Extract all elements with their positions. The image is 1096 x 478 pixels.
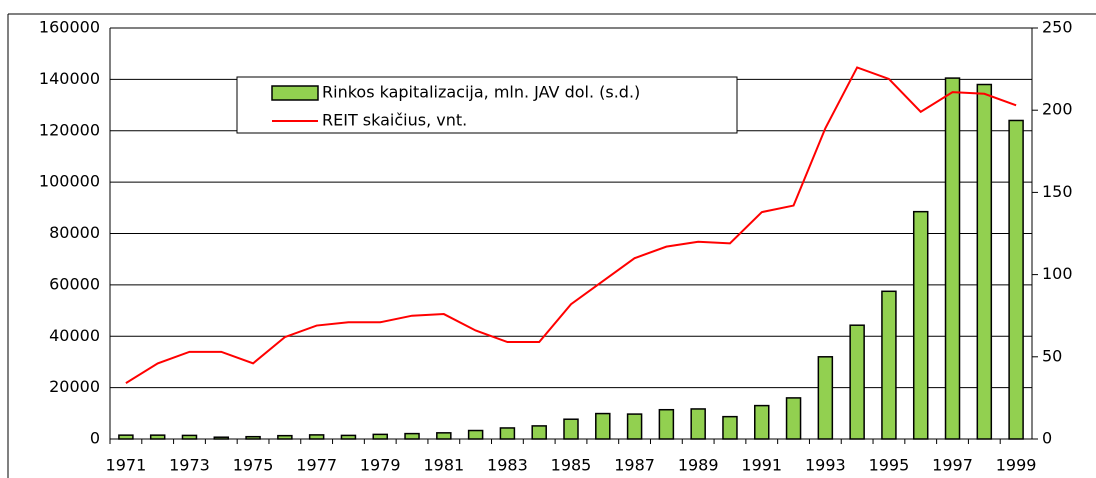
y-tick-label: 140000 xyxy=(39,69,100,88)
bar xyxy=(944,77,961,440)
bar xyxy=(340,434,357,440)
bar xyxy=(881,290,897,440)
bar xyxy=(149,434,166,440)
x-tick-label: 1997 xyxy=(932,456,973,475)
y-tick-label: 40000 xyxy=(49,326,100,345)
x-tick-label: 1985 xyxy=(551,456,592,475)
bar xyxy=(754,404,770,440)
bar xyxy=(531,425,547,440)
bar xyxy=(626,413,643,440)
x-tick-label: 1983 xyxy=(487,456,528,475)
bar xyxy=(785,397,802,440)
y-tick-label: 160000 xyxy=(39,18,100,37)
legend-box xyxy=(236,76,738,134)
y2-tick-label: 0 xyxy=(1042,429,1052,448)
x-tick-label: 1993 xyxy=(805,456,846,475)
bar xyxy=(181,434,198,440)
x-tick-label: 1991 xyxy=(741,456,782,475)
bar xyxy=(1008,119,1024,440)
y-tick-label: 0 xyxy=(90,429,100,448)
bar xyxy=(563,418,579,440)
bar xyxy=(912,210,929,440)
x-tick-label: 1977 xyxy=(296,456,337,475)
x-tick-label: 1989 xyxy=(678,456,719,475)
bar xyxy=(372,433,388,440)
bar xyxy=(499,427,516,440)
x-tick-label: 1981 xyxy=(423,456,464,475)
y2-tick-label: 200 xyxy=(1042,100,1073,119)
bar xyxy=(213,436,230,440)
bar xyxy=(817,356,834,440)
y-tick-label: 60000 xyxy=(49,274,100,293)
x-tick-label: 1979 xyxy=(360,456,401,475)
x-tick-label: 1975 xyxy=(233,456,274,475)
bar xyxy=(690,408,706,440)
bar xyxy=(436,432,452,440)
legend-swatch xyxy=(271,85,319,101)
bar xyxy=(404,432,420,440)
line xyxy=(125,66,1017,384)
x-tick-label: 1999 xyxy=(996,456,1037,475)
y2-tick-label: 150 xyxy=(1042,182,1073,201)
bar xyxy=(722,415,738,440)
y-tick-label: 20000 xyxy=(49,377,100,396)
bar xyxy=(467,429,484,440)
x-tick-label: 1987 xyxy=(614,456,655,475)
bar xyxy=(245,435,261,440)
y2-tick-label: 50 xyxy=(1042,346,1062,365)
bar xyxy=(277,434,293,440)
y-tick-label: 100000 xyxy=(39,172,100,191)
bar xyxy=(595,412,611,440)
bar xyxy=(118,434,134,440)
legend-label: REIT skaičius, vnt. xyxy=(322,111,467,130)
y2-tick-label: 250 xyxy=(1042,18,1073,37)
legend-label: Rinkos kapitalizacija, mln. JAV dol. (s.… xyxy=(322,83,640,102)
y-tick-label: 80000 xyxy=(49,223,100,242)
bar xyxy=(658,408,675,440)
bar xyxy=(308,434,325,440)
x-tick-label: 1973 xyxy=(169,456,210,475)
x-tick-label: 1971 xyxy=(106,456,147,475)
y-tick-label: 120000 xyxy=(39,120,100,139)
bar xyxy=(976,83,993,440)
bar xyxy=(849,324,865,440)
y2-tick-label: 100 xyxy=(1042,264,1073,283)
x-tick-label: 1995 xyxy=(869,456,910,475)
